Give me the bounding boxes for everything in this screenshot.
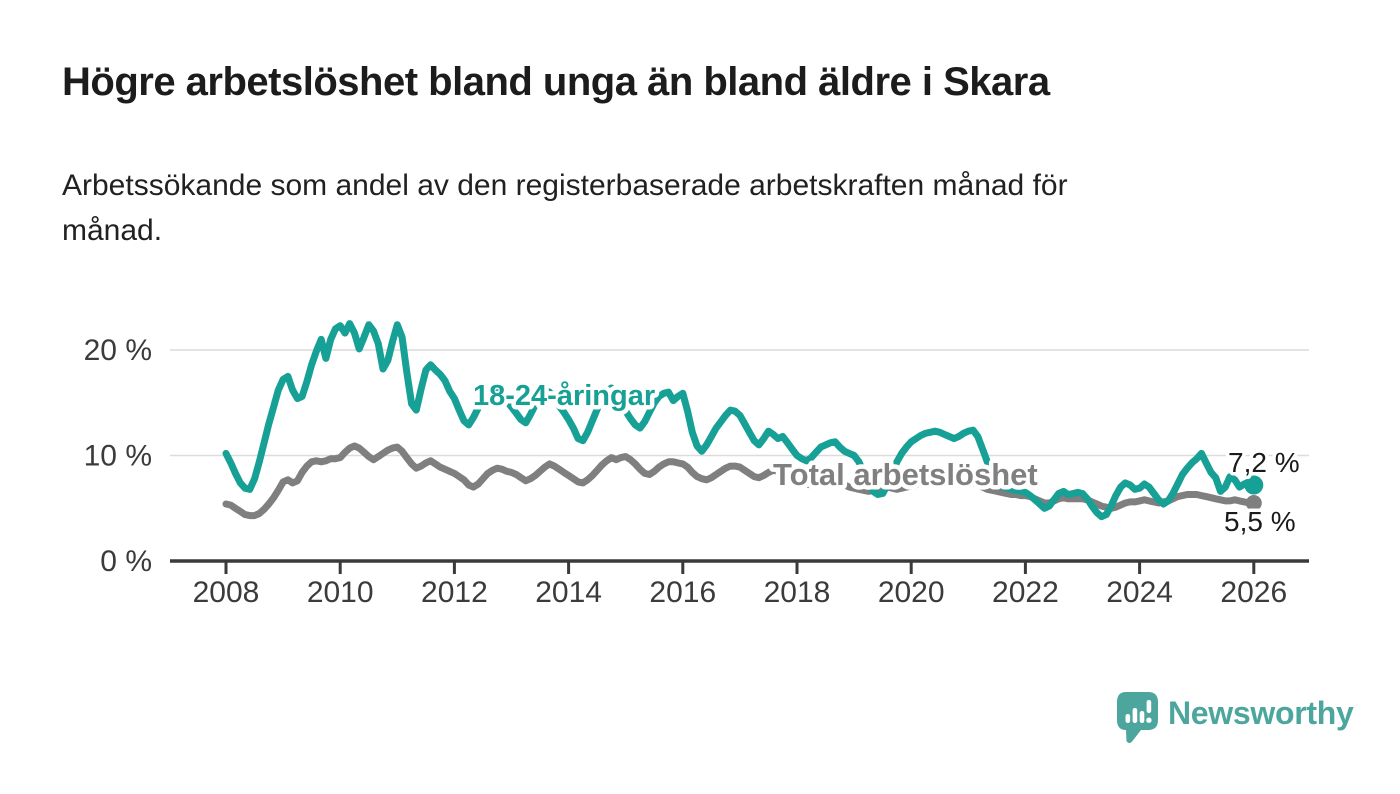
- x-axis: 2008 2010 2012 2014 2016 2018 2020 2022 2024 2026: [170, 559, 1309, 609]
- series-lines: [222, 320, 1264, 521]
- x-tick-label: 2008: [193, 576, 260, 609]
- x-tick-label: 2016: [649, 576, 716, 609]
- page-title: Högre arbetslöshet bland unga än bland ä…: [62, 60, 1050, 104]
- y-tick-label: 20 %: [84, 334, 152, 367]
- newsworthy-wordmark: Newsworthy: [1168, 695, 1354, 731]
- subtitle-line-1: Arbetssökande som andel av den registerb…: [62, 169, 1068, 202]
- speech-bubble-bar-chart-icon: [1117, 692, 1158, 743]
- newsworthy-logo: Newsworthy: [1117, 692, 1354, 743]
- end-dot-total: [1245, 494, 1262, 511]
- y-tick-label: 10 %: [84, 440, 152, 473]
- gridlines: 20 % 10 % 0 %: [84, 334, 1309, 578]
- subtitle-line-2: månad.: [62, 214, 163, 247]
- x-tick-label: 2012: [421, 576, 488, 609]
- page-subtitle: Arbetssökande som andel av den registerb…: [62, 163, 1302, 253]
- x-tick-label: 2010: [307, 576, 374, 609]
- x-tick-label: 2022: [992, 576, 1059, 609]
- end-value-label-young: 7,2 %: [1228, 447, 1300, 478]
- series-label-young: 18-24-åringar: [473, 380, 655, 412]
- x-tick-label: 2026: [1220, 576, 1287, 609]
- x-tick-label: 2020: [878, 576, 945, 609]
- x-tick-label: 2018: [764, 576, 831, 609]
- series-line-young: [222, 320, 1258, 521]
- end-dot-young: [1244, 475, 1264, 495]
- y-tick-label: 0 %: [100, 545, 152, 578]
- series-label-total: Total arbetslöshet: [773, 457, 1038, 492]
- end-value-label-total: 5,5 %: [1224, 506, 1296, 537]
- x-tick-label: 2024: [1106, 576, 1173, 609]
- series-line-total: [222, 442, 1258, 520]
- x-tick-label: 2014: [535, 576, 602, 609]
